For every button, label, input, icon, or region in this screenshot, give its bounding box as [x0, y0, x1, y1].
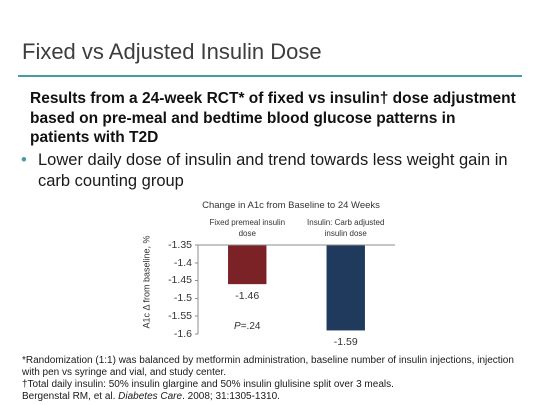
- citation-authors: Bergenstal RM, et al.: [22, 391, 116, 402]
- y-axis-label: A1c Δ from baseline, %: [141, 235, 152, 329]
- y-tick-label: -1.45: [168, 274, 192, 287]
- intro-text: Results from a 24-week RCT* of fixed vs …: [30, 89, 516, 148]
- bullet-text: Lower daily dose of insulin and trend to…: [38, 150, 508, 192]
- bullet-line: Lower daily dose of insulin and trend to…: [38, 151, 508, 169]
- title-divider: [18, 75, 522, 77]
- citation-journal: Diabetes Care: [118, 391, 183, 402]
- bullet-marker: •: [21, 151, 27, 169]
- data-label-fixed-premeal-insulin-dose: -1.46: [235, 289, 260, 302]
- intro-line: Results from a 24-week RCT* of fixed vs …: [30, 90, 516, 107]
- chart-plot: [195, 244, 395, 335]
- bullet-line: carb counting group: [38, 172, 184, 190]
- y-tick-label: -1.5: [173, 292, 192, 305]
- chart-title: Change in A1c from Baseline to 24 Weeks: [202, 199, 380, 211]
- citation: Bergenstal RM, et al. Diabetes Care. 200…: [22, 391, 514, 403]
- bar-fixed-premeal-insulin-dose: [228, 245, 267, 285]
- y-tick-label: -1.4: [173, 256, 192, 269]
- y-tick-label: -1.35: [168, 238, 192, 251]
- y-tick-label: -1.6: [173, 327, 192, 340]
- footnote-randomization-line: with pen vs syringe and vial, and study …: [22, 367, 227, 378]
- bullet-item: • Lower daily dose of insulin and trend …: [0, 150, 540, 192]
- intro-line: based on pre-meal and bedtime blood gluc…: [30, 109, 456, 127]
- chart: Change in A1c from Baseline to 24 Weeks F…: [140, 195, 420, 350]
- y-tick-label: -1.55: [168, 309, 192, 322]
- category-label-fixed-premeal-insulin-dose: Fixed premeal insulin dose: [209, 217, 286, 238]
- p-value-annotation: P=.24: [234, 320, 261, 332]
- footnotes: *Randomization (1:1) was balanced by met…: [22, 355, 514, 403]
- category-label-insulin-carb-adjusted-insulin-dose: Insulin: Carb adjusted insulin dose: [307, 217, 385, 238]
- citation-details: . 2008; 31:1305-1310.: [182, 391, 280, 402]
- footnote-total-daily-insulin: †Total daily insulin: 50% insulin glargi…: [22, 379, 394, 390]
- intro-line: patients with T2D: [30, 129, 159, 146]
- slide-title: Fixed vs Adjusted Insulin Dose: [22, 39, 322, 64]
- data-label-insulin-carb-adjusted-insulin-dose: -1.59: [333, 336, 358, 349]
- bar-insulin-carb-adjusted-insulin-dose: [326, 245, 365, 331]
- footnote-randomization-line: *Randomization (1:1) was balanced by met…: [22, 355, 514, 366]
